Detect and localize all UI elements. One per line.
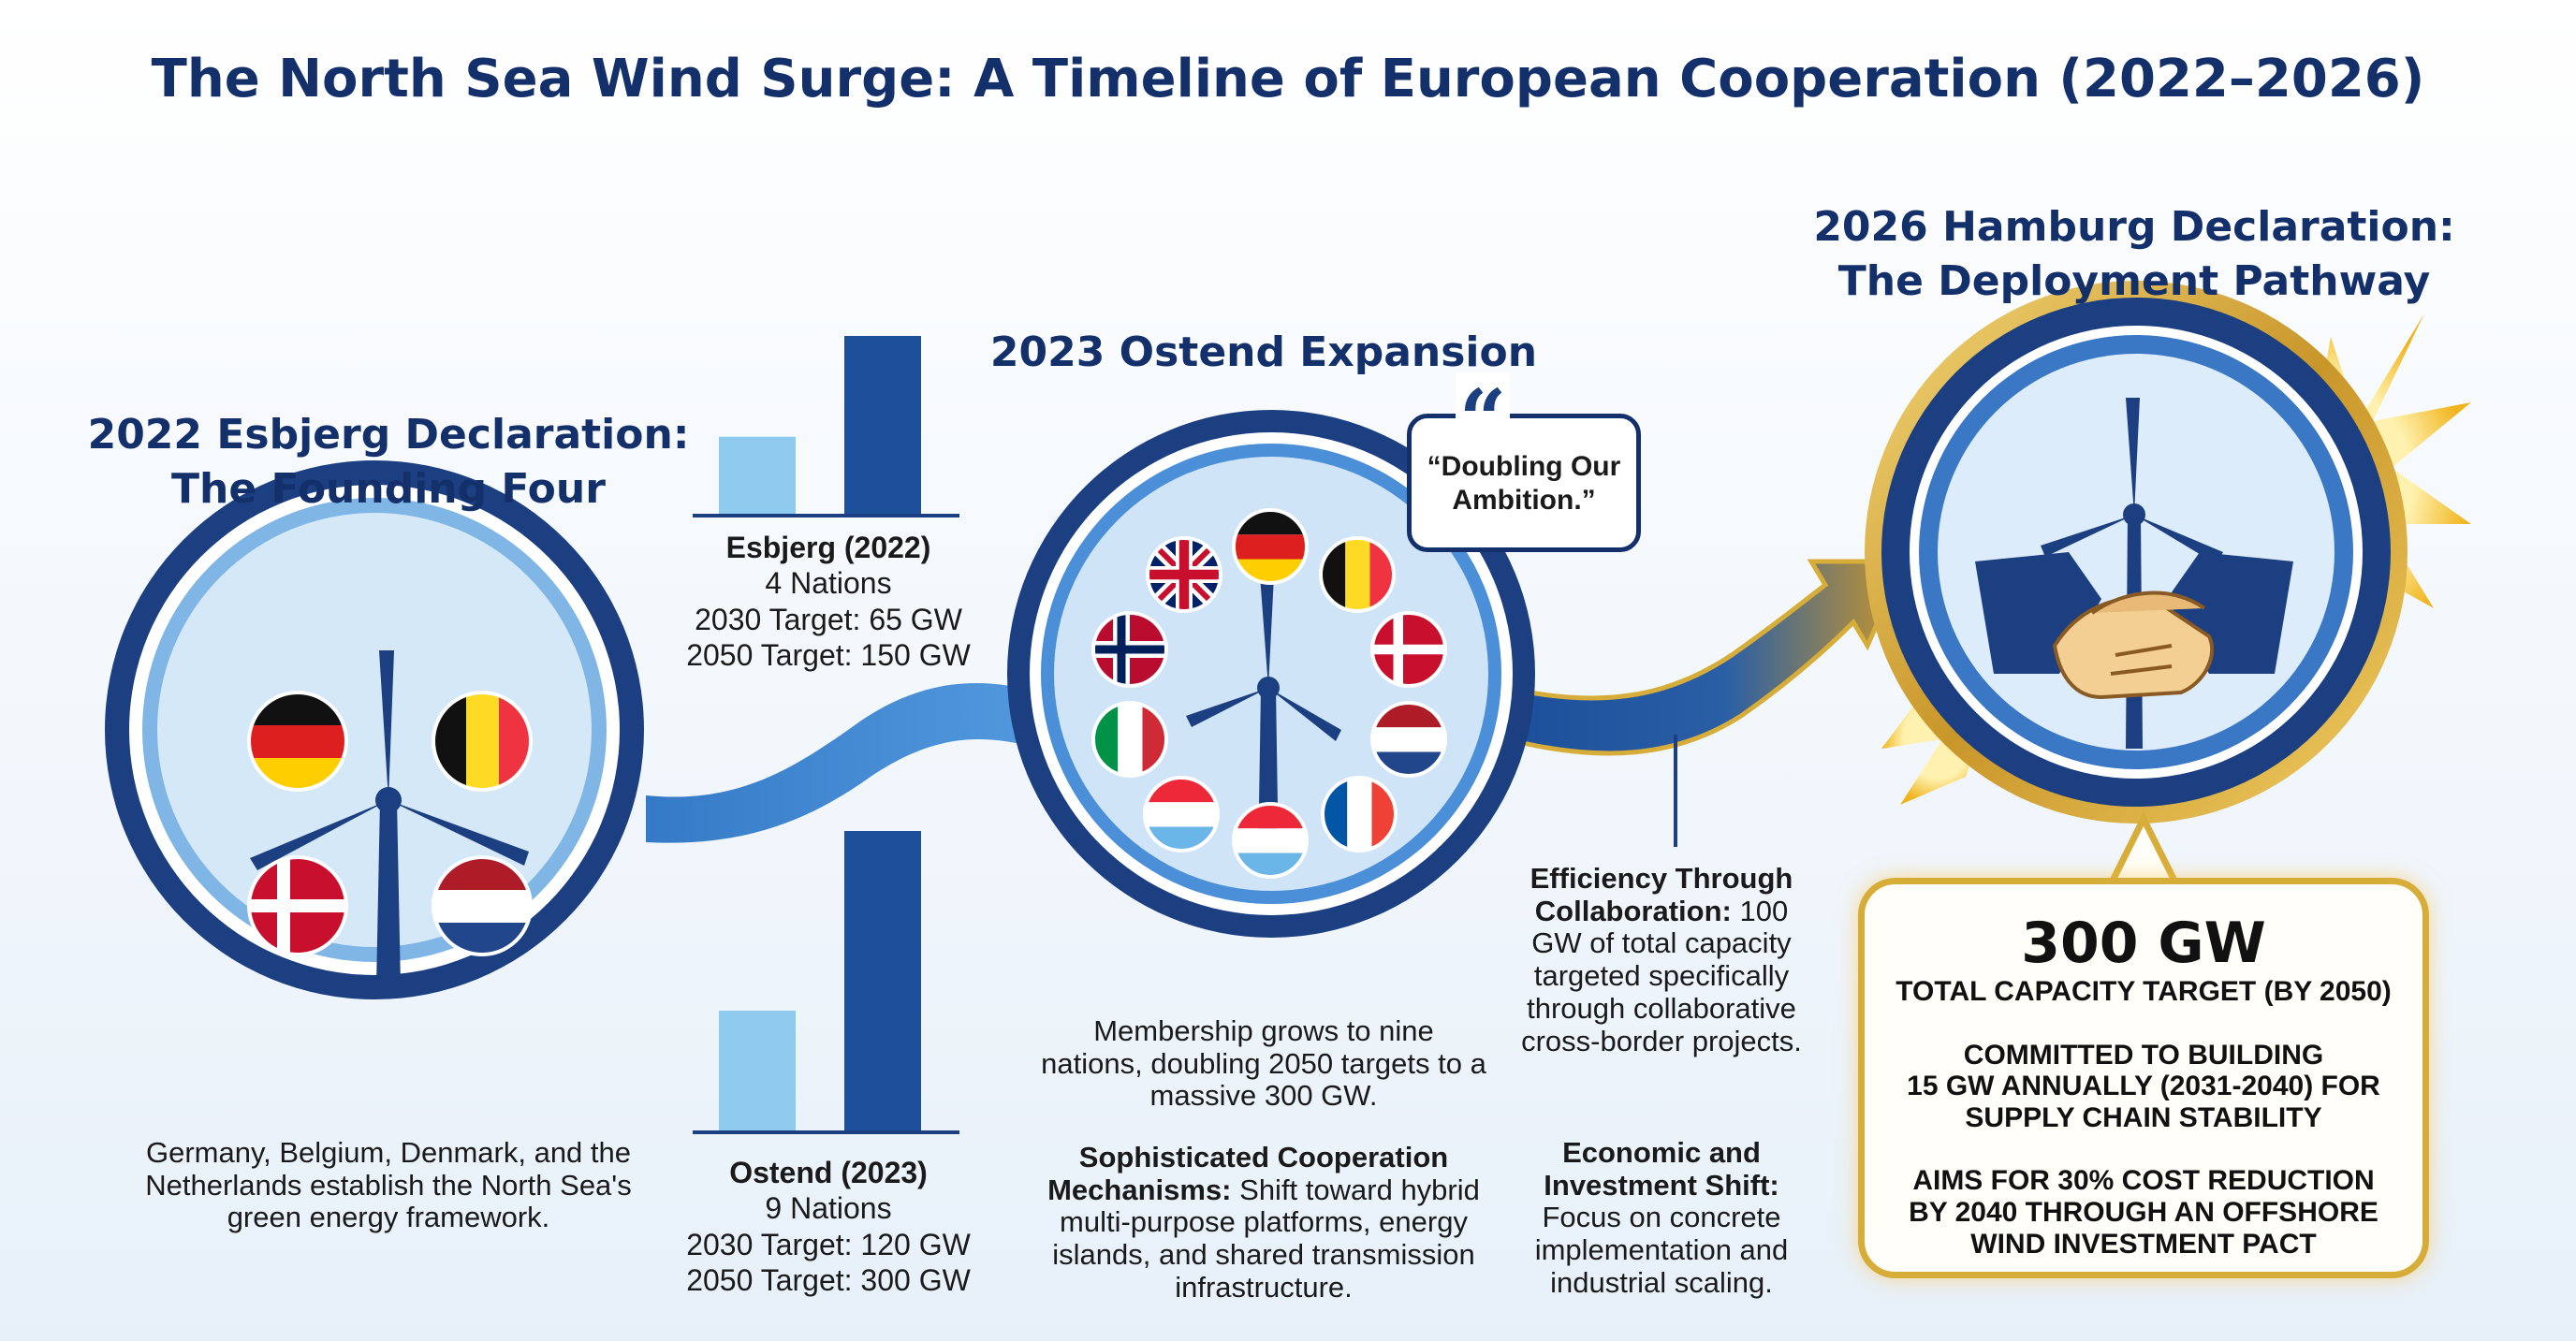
- ostend-bar-nations: 9 Nations: [765, 1191, 892, 1226]
- capacity-label: TOTAL CAPACITY TARGET (BY 2050): [1895, 976, 2392, 1007]
- cost-line-2: BY 2040 THROUGH AN OFFSHORE: [1909, 1196, 2378, 1228]
- ostend-title: 2023 Ostend Expansion: [989, 328, 1538, 376]
- esbjerg-title: 2022 Esbjerg Declaration: The Founding F…: [84, 408, 693, 517]
- ostend-cooperation-title: Sophisticated Cooperation Mechanisms:: [1047, 1141, 1449, 1206]
- esbjerg-title-line2: The Founding Four: [171, 465, 606, 514]
- esbjerg-bar-label: Esbjerg (2022) 4 Nations 2030 Target: 65…: [646, 530, 1011, 674]
- esbjerg-bar-name: Esbjerg (2022): [725, 531, 931, 564]
- wind-turbine-icon: [1186, 576, 1341, 866]
- economic-block: Economic and Investment Shift: Focus on …: [1512, 1136, 1811, 1300]
- flag-uk-icon: [1146, 536, 1222, 613]
- flag-denmark-icon: [1370, 611, 1447, 688]
- bar-ostend-2030: [719, 1011, 796, 1130]
- efficiency-block: Efficiency Through Collaboration: 100 GW…: [1512, 862, 1811, 1057]
- ostend-cooperation-text: Shift toward hybrid multi-purpose platfo…: [1052, 1173, 1480, 1304]
- ostend-bar-name: Ostend (2023): [729, 1156, 928, 1189]
- wind-turbine-icon: [250, 650, 529, 987]
- ostend-bar-2030: 2030 Target: 120 GW: [686, 1227, 971, 1261]
- bar-esbjerg-2050: [844, 336, 921, 514]
- efficiency-text: 100 GW of total capacity targeted specif…: [1521, 894, 1802, 1057]
- flag-denmark-icon: [247, 855, 348, 956]
- flag-netherlands-icon: [432, 855, 533, 956]
- economic-title: Economic and Investment Shift:: [1544, 1136, 1779, 1202]
- cost-line-1: AIMS FOR 30% COST REDUCTION: [1912, 1165, 2375, 1197]
- timeline-ribbon-2: [1504, 559, 1909, 756]
- ostend-bar-2050: 2050 Target: 300 GW: [686, 1263, 971, 1298]
- build-line-3: SUPPLY CHAIN STABILITY: [1965, 1101, 2322, 1133]
- capacity-value: 300 GW: [2021, 911, 2266, 976]
- cost-line-3: WIND INVESTMENT PACT: [1970, 1228, 2317, 1260]
- quote-bubble: “Doubling Our Ambition.”: [1407, 414, 1641, 552]
- build-line-2: 15 GW ANNUALLY (2031-2040) FOR: [1907, 1071, 2380, 1102]
- build-line-1: COMMITTED TO BUILDING: [1963, 1039, 2324, 1071]
- timeline-ribbon-1: [646, 683, 1039, 843]
- esbjerg-bar-2050: 2050 Target: 150 GW: [686, 638, 971, 673]
- hamburg-title-line2: The Deployment Pathway: [1837, 257, 2431, 306]
- quote-mark-icon: “: [1456, 372, 1510, 466]
- efficiency-title: Efficiency Through Collaboration:: [1530, 862, 1793, 927]
- page-title: The North Sea Wind Surge: A Timeline of …: [151, 49, 2425, 109]
- handshake-icon: [1975, 552, 2293, 700]
- quote-text: “Doubling Our Ambition.”: [1427, 451, 1621, 516]
- bar-ostend-2050: [844, 831, 921, 1130]
- hamburg-target-box: 300 GW TOTAL CAPACITY TARGET (BY 2050) C…: [1858, 878, 2429, 1278]
- flag-norway-icon: [1091, 611, 1168, 688]
- esbjerg-title-line1: 2022 Esbjerg Declaration:: [87, 411, 690, 459]
- ostend-cooperation: Sophisticated Cooperation Mechanisms: Sh…: [1034, 1141, 1493, 1305]
- esbjerg-bar-nations: 4 Nations: [765, 566, 892, 601]
- hamburg-title-line1: 2026 Hamburg Declaration:: [1813, 203, 2455, 251]
- ostend-description: Membership grows to nine nations, doubli…: [1041, 1014, 1486, 1113]
- bar-esbjerg-2030: [719, 436, 796, 514]
- economic-text: Focus on concrete implementation and ind…: [1534, 1201, 1789, 1299]
- ostend-bar-label: Ostend (2023) 9 Nations 2030 Target: 120…: [646, 1155, 1011, 1299]
- esbjerg-description: Germany, Belgium, Denmark, and the Nethe…: [145, 1136, 632, 1234]
- esbjerg-bar-2030: 2030 Target: 65 GW: [695, 602, 962, 636]
- hamburg-title: 2026 Hamburg Declaration: The Deployment…: [1778, 200, 2490, 309]
